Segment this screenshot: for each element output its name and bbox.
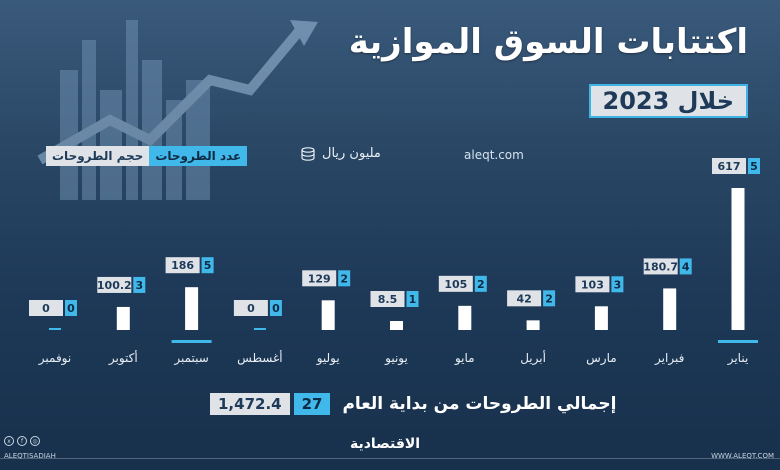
count-label: 2 bbox=[477, 278, 485, 291]
value-label-box bbox=[370, 291, 405, 307]
chart-legend: عدد الطروحات حجم الطروحات bbox=[46, 146, 248, 166]
count-label: 0 bbox=[67, 302, 75, 315]
value-label: 186 bbox=[171, 259, 194, 272]
bar bbox=[49, 328, 61, 330]
bar bbox=[526, 320, 540, 330]
bar bbox=[663, 288, 677, 330]
value-label: 105 bbox=[444, 278, 467, 291]
bar bbox=[594, 306, 608, 330]
month-label: أغسطس bbox=[237, 350, 282, 366]
footer-url: WWW.ALEQT.COM bbox=[711, 452, 774, 460]
footer-handle: ALEQTISADIAH bbox=[4, 452, 56, 460]
social-icons: x f ◎ bbox=[4, 436, 40, 446]
value-label: 129 bbox=[308, 272, 331, 285]
count-label: 1 bbox=[409, 293, 417, 306]
month-label: نوفمبر bbox=[38, 351, 71, 366]
total-label: إجمالي الطروحات من بداية العام bbox=[342, 394, 617, 414]
month-highlight bbox=[718, 340, 758, 343]
month-label: يناير bbox=[727, 351, 749, 366]
month-label: يوليو bbox=[316, 351, 340, 366]
count-label: 3 bbox=[135, 279, 143, 292]
count-label-box bbox=[269, 300, 282, 316]
value-label-box bbox=[575, 276, 610, 293]
value-label-box bbox=[29, 300, 63, 316]
month-label: أبريل bbox=[520, 350, 546, 366]
value-label: 0 bbox=[247, 302, 255, 315]
value-label-box bbox=[97, 276, 132, 293]
source-url: aleqt.com bbox=[464, 148, 524, 162]
unit-text: مليون ريال bbox=[322, 146, 381, 161]
bar bbox=[390, 321, 403, 330]
value-label: 100.2 bbox=[97, 279, 132, 292]
month-label: يونيو bbox=[384, 351, 408, 366]
legend-count: عدد الطروحات bbox=[149, 146, 248, 166]
total-count: 27 bbox=[293, 393, 331, 415]
value-label-box bbox=[712, 158, 746, 174]
count-label-box bbox=[748, 158, 760, 174]
month-label: أكتوبر bbox=[108, 350, 138, 366]
value-label-box bbox=[643, 258, 678, 275]
count-label: 4 bbox=[682, 260, 690, 273]
footer-brand: الاقتصادية bbox=[350, 436, 421, 452]
month-highlight bbox=[171, 340, 212, 343]
instagram-icon: ◎ bbox=[30, 436, 40, 446]
coins-icon bbox=[301, 146, 315, 161]
value-label: 103 bbox=[581, 278, 604, 291]
month-label: مايو bbox=[454, 351, 475, 366]
count-label-box bbox=[201, 257, 214, 274]
count-label: 5 bbox=[750, 160, 758, 173]
unit-label: مليون ريال bbox=[300, 146, 381, 161]
bar bbox=[185, 287, 199, 330]
footer-divider bbox=[0, 458, 780, 459]
value-label-box bbox=[302, 270, 337, 287]
month-label: سبتمبر bbox=[173, 351, 208, 366]
value-label-box bbox=[507, 290, 542, 307]
count-label-box bbox=[133, 276, 146, 293]
count-label: 2 bbox=[340, 272, 348, 285]
facebook-icon: f bbox=[17, 436, 27, 446]
count-label: 0 bbox=[272, 302, 280, 315]
bar bbox=[731, 188, 745, 330]
count-label-box bbox=[474, 275, 487, 292]
value-label: 180.7 bbox=[643, 260, 678, 273]
legend-volume: حجم الطروحات bbox=[46, 146, 150, 166]
count-label-box bbox=[611, 276, 624, 293]
count-label-box bbox=[65, 300, 77, 316]
x-icon: x bbox=[4, 436, 14, 446]
value-label-box bbox=[165, 257, 200, 274]
month-label: مارس bbox=[586, 351, 617, 366]
count-label: 5 bbox=[204, 259, 212, 272]
bar bbox=[458, 305, 472, 330]
bar bbox=[116, 306, 130, 330]
value-label: 8.5 bbox=[378, 293, 398, 306]
count-label-box bbox=[338, 270, 351, 287]
total-volume: 1,472.4 bbox=[210, 393, 290, 415]
total-summary: إجمالي الطروحات من بداية العام 27 1,472.… bbox=[210, 393, 616, 415]
bar bbox=[321, 300, 335, 330]
value-label-box bbox=[438, 275, 473, 292]
year-badge: خلال 2023 bbox=[588, 84, 748, 118]
page-title: اكتتابات السوق الموازية bbox=[348, 22, 748, 62]
month-label: فبراير bbox=[654, 351, 684, 366]
value-label: 0 bbox=[42, 302, 50, 315]
value-label: 42 bbox=[516, 292, 531, 305]
count-label-box bbox=[679, 258, 692, 275]
value-label-box bbox=[233, 300, 268, 316]
count-label-box bbox=[406, 291, 419, 307]
bar bbox=[253, 328, 266, 330]
count-label-box bbox=[543, 290, 556, 307]
count-label: 3 bbox=[614, 278, 622, 291]
value-label: 617 bbox=[718, 160, 741, 173]
count-label: 2 bbox=[545, 292, 553, 305]
